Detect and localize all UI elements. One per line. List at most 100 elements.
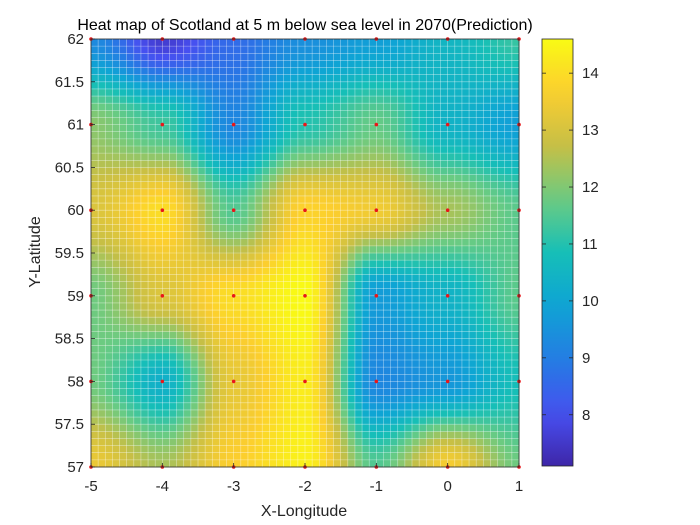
heat-cell bbox=[448, 417, 456, 425]
heat-cell bbox=[405, 367, 413, 375]
heat-cell bbox=[284, 110, 292, 118]
heat-cell bbox=[184, 296, 192, 304]
heat-cell bbox=[198, 175, 206, 183]
heat-cell bbox=[177, 374, 185, 382]
heat-cell bbox=[476, 217, 484, 225]
heat-cell bbox=[291, 139, 299, 147]
heat-cell bbox=[312, 160, 320, 168]
heat-cell bbox=[376, 68, 384, 76]
heat-cell bbox=[405, 317, 413, 325]
heat-cell bbox=[276, 75, 284, 83]
heat-cell bbox=[348, 424, 356, 432]
heat-cell bbox=[462, 438, 470, 446]
heat-cell bbox=[391, 346, 399, 354]
heat-cell bbox=[148, 460, 156, 468]
heat-cell bbox=[291, 132, 299, 140]
heat-cell bbox=[398, 339, 406, 347]
heat-cell bbox=[312, 182, 320, 190]
heat-cell bbox=[184, 324, 192, 332]
heat-cell bbox=[198, 253, 206, 261]
heat-cell bbox=[398, 60, 406, 68]
heat-cell bbox=[391, 175, 399, 183]
heat-cell bbox=[198, 203, 206, 211]
heat-cell bbox=[177, 189, 185, 197]
heat-cell bbox=[291, 403, 299, 411]
heat-cell bbox=[205, 303, 213, 311]
heat-cell bbox=[469, 381, 477, 389]
heat-cell bbox=[269, 360, 277, 368]
heat-cell bbox=[269, 438, 277, 446]
heat-cell bbox=[148, 410, 156, 418]
heat-cell bbox=[369, 167, 377, 175]
heat-cell bbox=[433, 110, 441, 118]
heat-cell bbox=[405, 68, 413, 76]
heat-cell bbox=[419, 403, 427, 411]
heat-cell bbox=[483, 453, 491, 461]
heat-cell bbox=[405, 239, 413, 247]
heat-cell bbox=[255, 210, 263, 218]
heat-cell bbox=[248, 146, 256, 154]
heat-cell bbox=[405, 182, 413, 190]
heat-cell bbox=[291, 374, 299, 382]
heat-cell bbox=[498, 167, 506, 175]
heat-cell bbox=[184, 217, 192, 225]
heat-cell bbox=[505, 253, 513, 261]
heat-cell bbox=[191, 232, 199, 240]
heat-cell bbox=[455, 39, 463, 47]
heat-cell bbox=[98, 446, 106, 454]
heat-cell bbox=[262, 396, 270, 404]
heat-cell bbox=[412, 82, 420, 90]
heat-cell bbox=[305, 396, 313, 404]
heat-cell bbox=[91, 146, 99, 154]
heat-cell bbox=[312, 353, 320, 361]
heat-cell bbox=[155, 367, 163, 375]
heat-cell bbox=[490, 331, 498, 339]
heat-cell bbox=[312, 139, 320, 147]
y-tick-label: 60.5 bbox=[55, 159, 84, 176]
heat-cell bbox=[426, 82, 434, 90]
heat-cell bbox=[455, 317, 463, 325]
heat-cell bbox=[298, 60, 306, 68]
heat-cell bbox=[284, 246, 292, 254]
heat-cell bbox=[383, 68, 391, 76]
heat-cell bbox=[155, 110, 163, 118]
heat-cell bbox=[98, 274, 106, 282]
heat-cell bbox=[490, 210, 498, 218]
heat-cell bbox=[490, 75, 498, 83]
heat-cell bbox=[205, 324, 213, 332]
heat-cell bbox=[120, 267, 128, 275]
heat-cell bbox=[177, 46, 185, 54]
heat-cell bbox=[212, 367, 220, 375]
heat-cell bbox=[412, 374, 420, 382]
heat-cell bbox=[219, 331, 227, 339]
heat-cell bbox=[134, 82, 142, 90]
heat-cell bbox=[255, 203, 263, 211]
heat-cell bbox=[227, 446, 235, 454]
heat-cell bbox=[398, 296, 406, 304]
heat-cell bbox=[255, 53, 263, 61]
heat-cell bbox=[483, 89, 491, 97]
heat-cell bbox=[490, 182, 498, 190]
heat-cell bbox=[155, 167, 163, 175]
heat-cell bbox=[369, 396, 377, 404]
heat-cell bbox=[312, 53, 320, 61]
heat-cell bbox=[219, 239, 227, 247]
heat-cell bbox=[383, 160, 391, 168]
heat-cell bbox=[184, 68, 192, 76]
heat-cell bbox=[198, 381, 206, 389]
heat-cell bbox=[276, 410, 284, 418]
heat-cell bbox=[419, 46, 427, 54]
heat-cell bbox=[341, 167, 349, 175]
heat-cell bbox=[191, 46, 199, 54]
heat-cell bbox=[241, 339, 249, 347]
heat-cell bbox=[255, 253, 263, 261]
heat-cell bbox=[433, 60, 441, 68]
heat-cell bbox=[127, 82, 135, 90]
heat-cell bbox=[426, 96, 434, 104]
heat-cell bbox=[362, 303, 370, 311]
heat-cell bbox=[469, 68, 477, 76]
heat-cell bbox=[476, 203, 484, 211]
heat-cell bbox=[219, 389, 227, 397]
heat-cell bbox=[127, 46, 135, 54]
heat-cell bbox=[505, 389, 513, 397]
